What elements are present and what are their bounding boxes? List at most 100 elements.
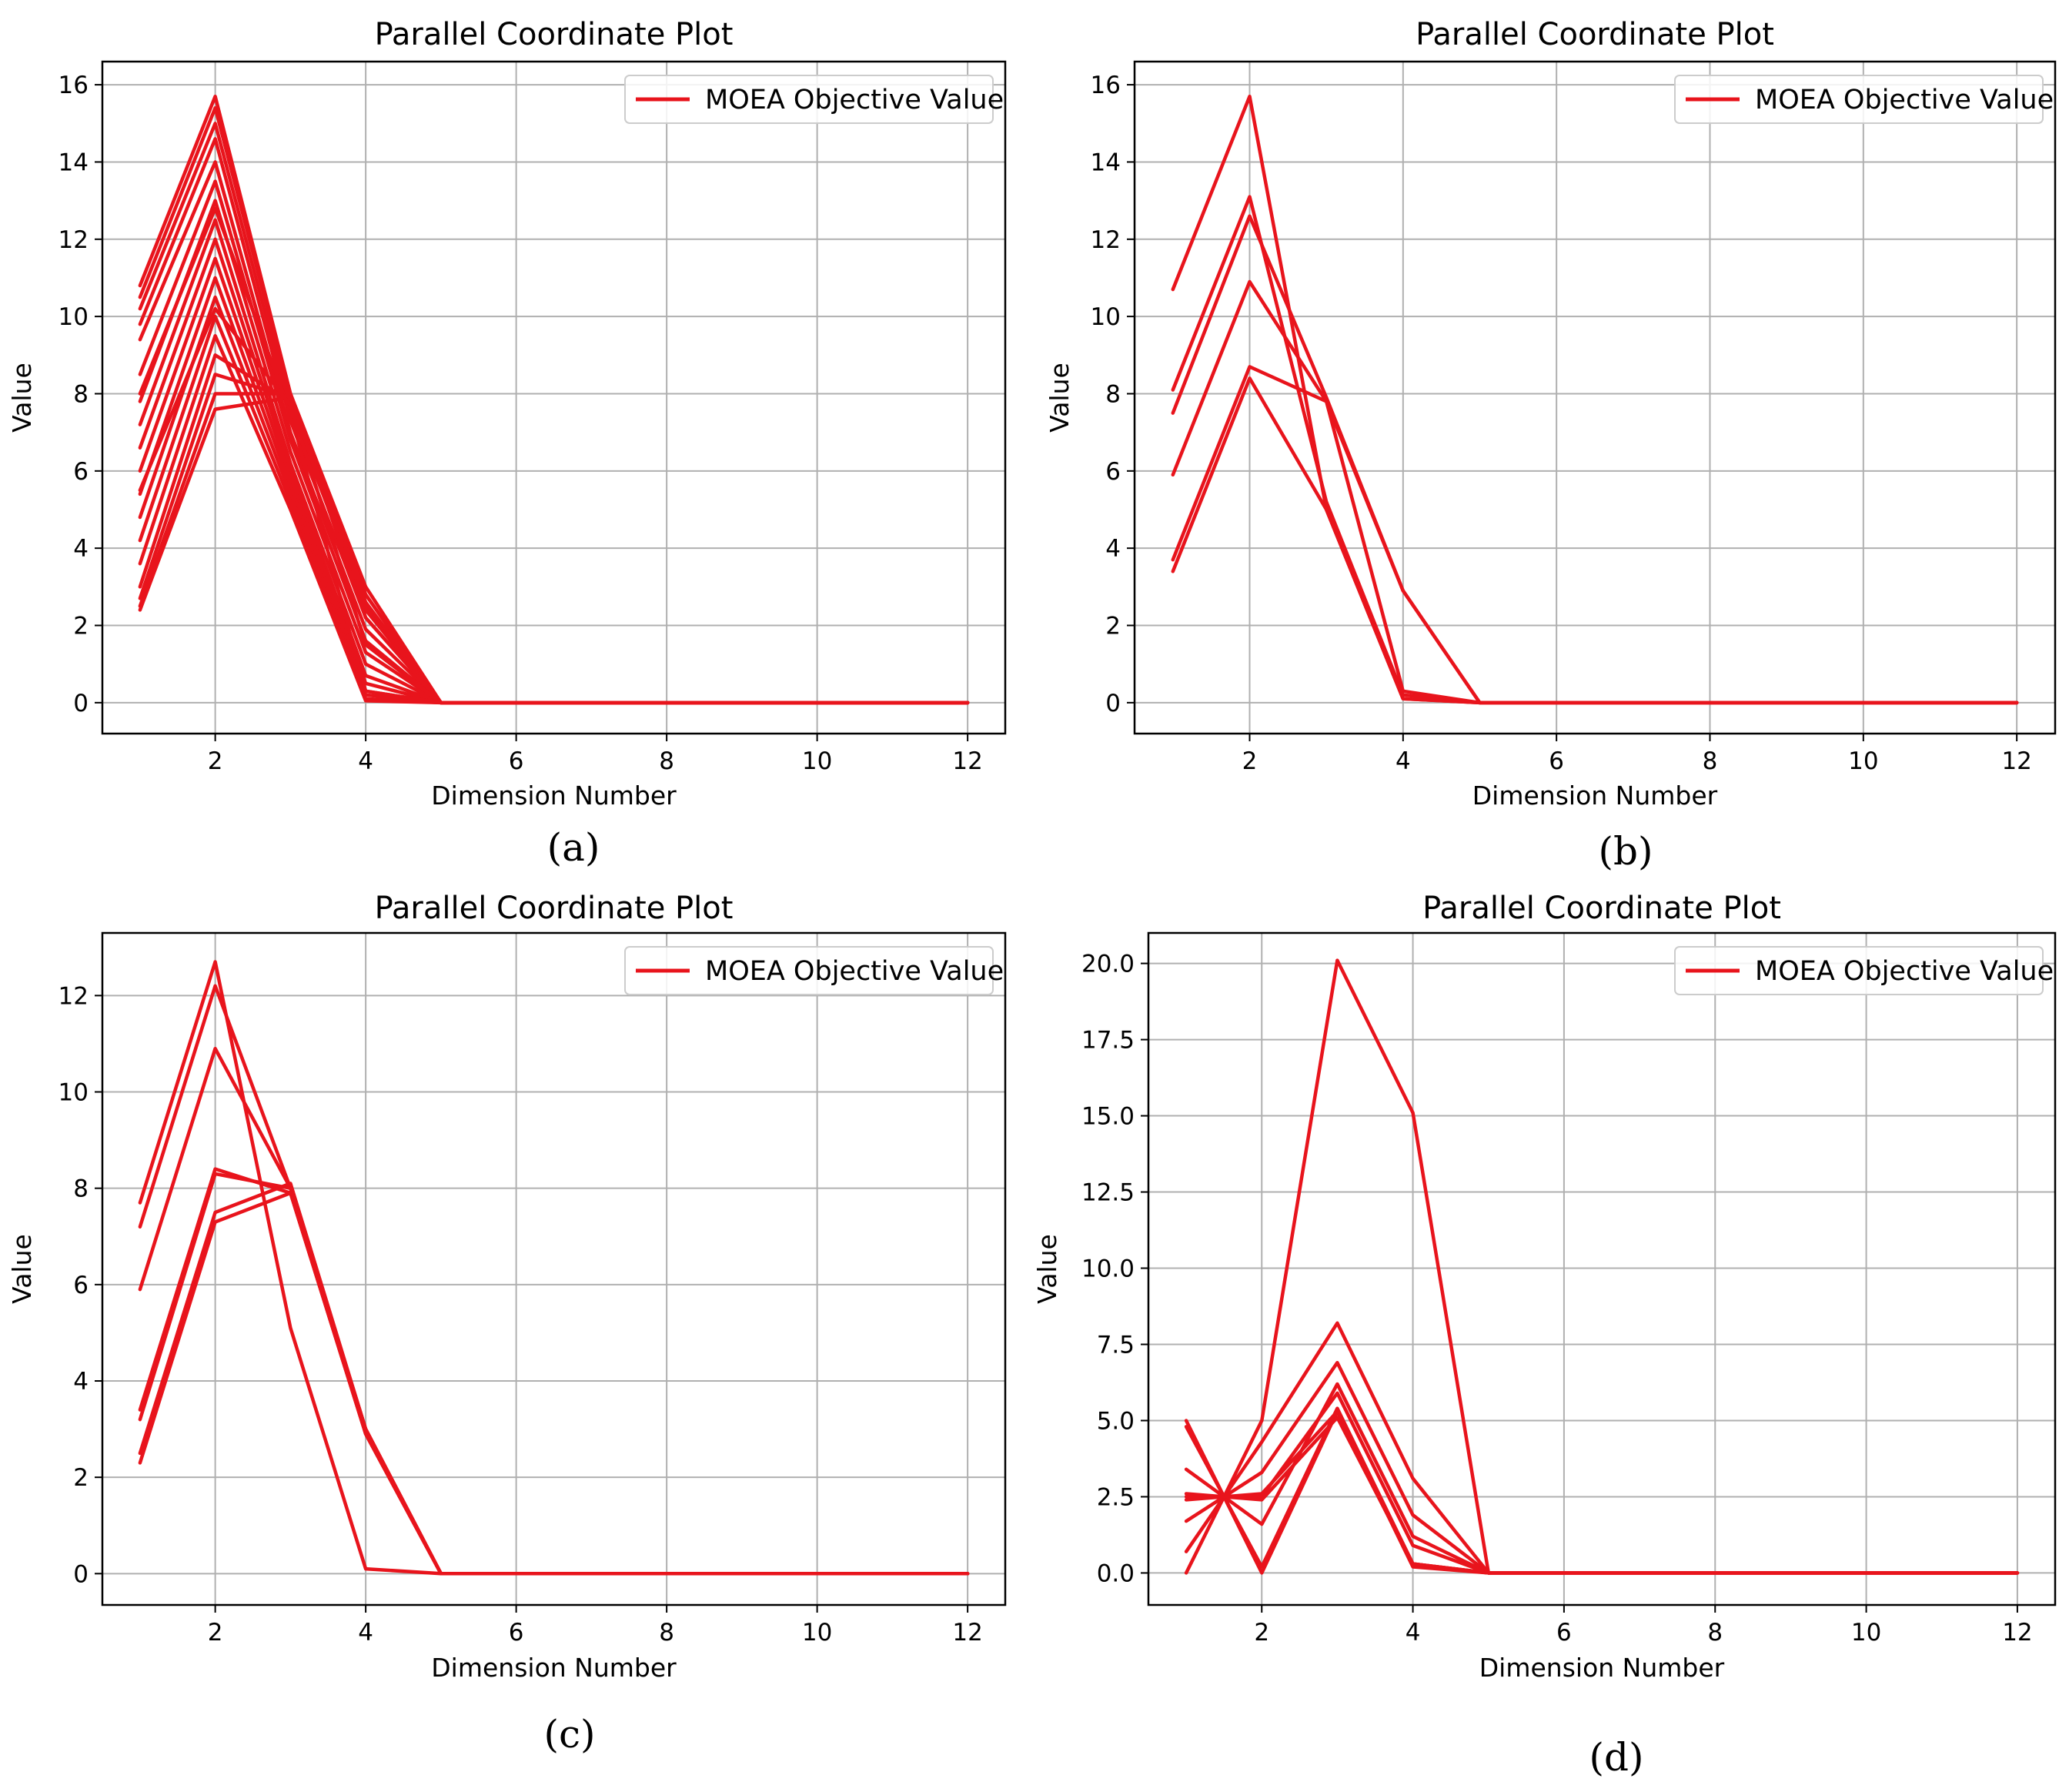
x-tick-label: 4 (1406, 1619, 1421, 1647)
x-tick-label: 8 (1703, 747, 1718, 775)
series-line-b-6 (1171, 376, 2019, 705)
y-tick-label: 15.0 (1081, 1103, 1135, 1131)
y-tick-label: 14 (1091, 149, 1121, 176)
y-tick-label: 10 (58, 1079, 89, 1107)
legend-label: MOEA Objective Value (705, 85, 1004, 115)
y-tick-label: 6 (1105, 458, 1121, 486)
panel-caption: (d) (1589, 1735, 1643, 1780)
legend: MOEA Objective Value (624, 75, 1004, 124)
chart-panel-a: 2 4 6 8 10 12 0 2 4 6 8 10 12 14 16 Parallel Coordinate… (7, 17, 1007, 870)
legend: MOEA Objective Value (1674, 75, 2054, 124)
legend-label: MOEA Objective Value (1755, 85, 2054, 115)
y-axis-label: Value (1032, 1234, 1062, 1304)
y-tick-label: 4 (73, 535, 89, 563)
x-tick-label: 4 (358, 1619, 373, 1647)
series-line-a-20 (138, 306, 970, 705)
y-tick-label: 17.5 (1081, 1027, 1135, 1055)
y-tick-label: 0.0 (1097, 1560, 1135, 1587)
x-axis-label: Dimension Number (1472, 781, 1718, 811)
legend-box (1674, 75, 2044, 124)
legend-box (624, 946, 994, 995)
x-tick-label: 6 (1549, 747, 1564, 775)
y-tick-label: 5.0 (1097, 1407, 1135, 1435)
x-tick-label: 2 (1242, 747, 1258, 775)
y-tick-label: 16 (58, 72, 89, 99)
plot-area (1135, 62, 2055, 734)
y-tick-label: 6 (73, 458, 89, 486)
x-axis-label: Dimension Number (1479, 1653, 1725, 1683)
x-axis-label: Dimension Number (431, 1653, 677, 1683)
y-tick-label: 8 (1105, 380, 1121, 408)
chart-panel-b: 2 4 6 8 10 12 0 2 4 6 8 10 12 14 16 Parallel Coordinate… (1045, 17, 2057, 874)
y-axis-label: Value (1045, 363, 1075, 433)
x-tick-label: 6 (509, 747, 524, 775)
x-tick-label: 2 (208, 1619, 223, 1647)
x-axis-label: Dimension Number (431, 781, 677, 811)
x-tick-label: 4 (1395, 747, 1411, 775)
x-tick-label: 12 (2002, 1619, 2032, 1647)
x-tick-label: 2 (208, 747, 223, 775)
y-tick-label: 2.5 (1097, 1483, 1135, 1511)
y-tick-label: 14 (58, 149, 89, 176)
y-tick-label: 2 (73, 1464, 89, 1492)
plot-frame (101, 931, 1007, 1606)
legend: MOEA Objective Value (1674, 946, 2054, 995)
legend: MOEA Objective Value (624, 946, 1004, 995)
y-tick-label: 8 (73, 380, 89, 408)
x-tick-label: 8 (659, 1619, 674, 1647)
y-tick-label: 6 (73, 1272, 89, 1299)
x-tick-label: 8 (1707, 1619, 1723, 1647)
y-tick-label: 0 (73, 690, 89, 717)
x-tick-label: 10 (802, 1619, 832, 1647)
y-tick-label: 0 (1105, 690, 1121, 717)
x-tick-label: 12 (2001, 747, 2031, 775)
y-axis-label: Value (7, 363, 37, 433)
y-tick-label: 20.0 (1081, 951, 1135, 978)
chart-title: Parallel Coordinate Plot (375, 891, 734, 926)
plot-area (102, 933, 1005, 1605)
y-tick-label: 4 (73, 1368, 89, 1396)
series-line-c-7 (138, 1191, 970, 1576)
y-tick-label: 12 (58, 226, 89, 254)
panel-caption: (c) (543, 1712, 595, 1757)
y-tick-label: 0 (73, 1560, 89, 1588)
x-tick-label: 10 (1851, 1619, 1881, 1647)
x-tick-label: 6 (509, 1619, 524, 1647)
y-tick-label: 4 (1105, 535, 1121, 563)
legend-box (624, 75, 994, 124)
x-tick-label: 12 (952, 747, 982, 775)
panel-caption: (b) (1598, 829, 1653, 874)
x-tick-label: 4 (358, 747, 373, 775)
y-tick-label: 10 (58, 303, 89, 331)
x-tick-label: 12 (952, 1619, 982, 1647)
y-tick-label: 2 (1105, 613, 1121, 640)
chart-panel-c: 2 4 6 8 10 12 0 2 4 6 8 10 12 Parallel Coordinate Plo… (7, 891, 1007, 1757)
plot-frame (101, 60, 1007, 735)
y-axis-label: Value (7, 1234, 37, 1304)
chart-title: Parallel Coordinate Plot (1416, 17, 1774, 52)
x-tick-label: 10 (1848, 747, 1878, 775)
x-tick-label: 6 (1556, 1619, 1572, 1647)
x-tick-label: 2 (1254, 1619, 1269, 1647)
chart-title: Parallel Coordinate Plot (375, 17, 734, 52)
y-tick-label: 2 (73, 613, 89, 640)
y-tick-label: 12 (1091, 226, 1121, 254)
chart-panel-d: 2 4 6 8 10 12 0.0 2.5 5.0 7.5 10.0 12.5 15.0 17.5 20.0… (1032, 891, 2057, 1780)
x-tick-label: 10 (802, 747, 832, 775)
chart-title: Parallel Coordinate Plot (1422, 891, 1781, 926)
legend-label: MOEA Objective Value (705, 956, 1004, 987)
y-tick-label: 8 (73, 1175, 89, 1203)
plot-frame (1133, 60, 2057, 735)
y-tick-label: 12 (58, 982, 89, 1010)
legend-box (1674, 946, 2044, 995)
y-tick-label: 7.5 (1097, 1331, 1135, 1359)
y-tick-label: 10 (1091, 303, 1121, 331)
legend-label: MOEA Objective Value (1755, 956, 2054, 987)
series-line-d-9 (1184, 1409, 2020, 1575)
panel-caption: (a) (547, 825, 600, 870)
x-tick-label: 8 (659, 747, 674, 775)
y-tick-label: 16 (1091, 72, 1121, 99)
y-tick-label: 10.0 (1081, 1255, 1135, 1283)
y-tick-label: 12.5 (1081, 1179, 1135, 1207)
